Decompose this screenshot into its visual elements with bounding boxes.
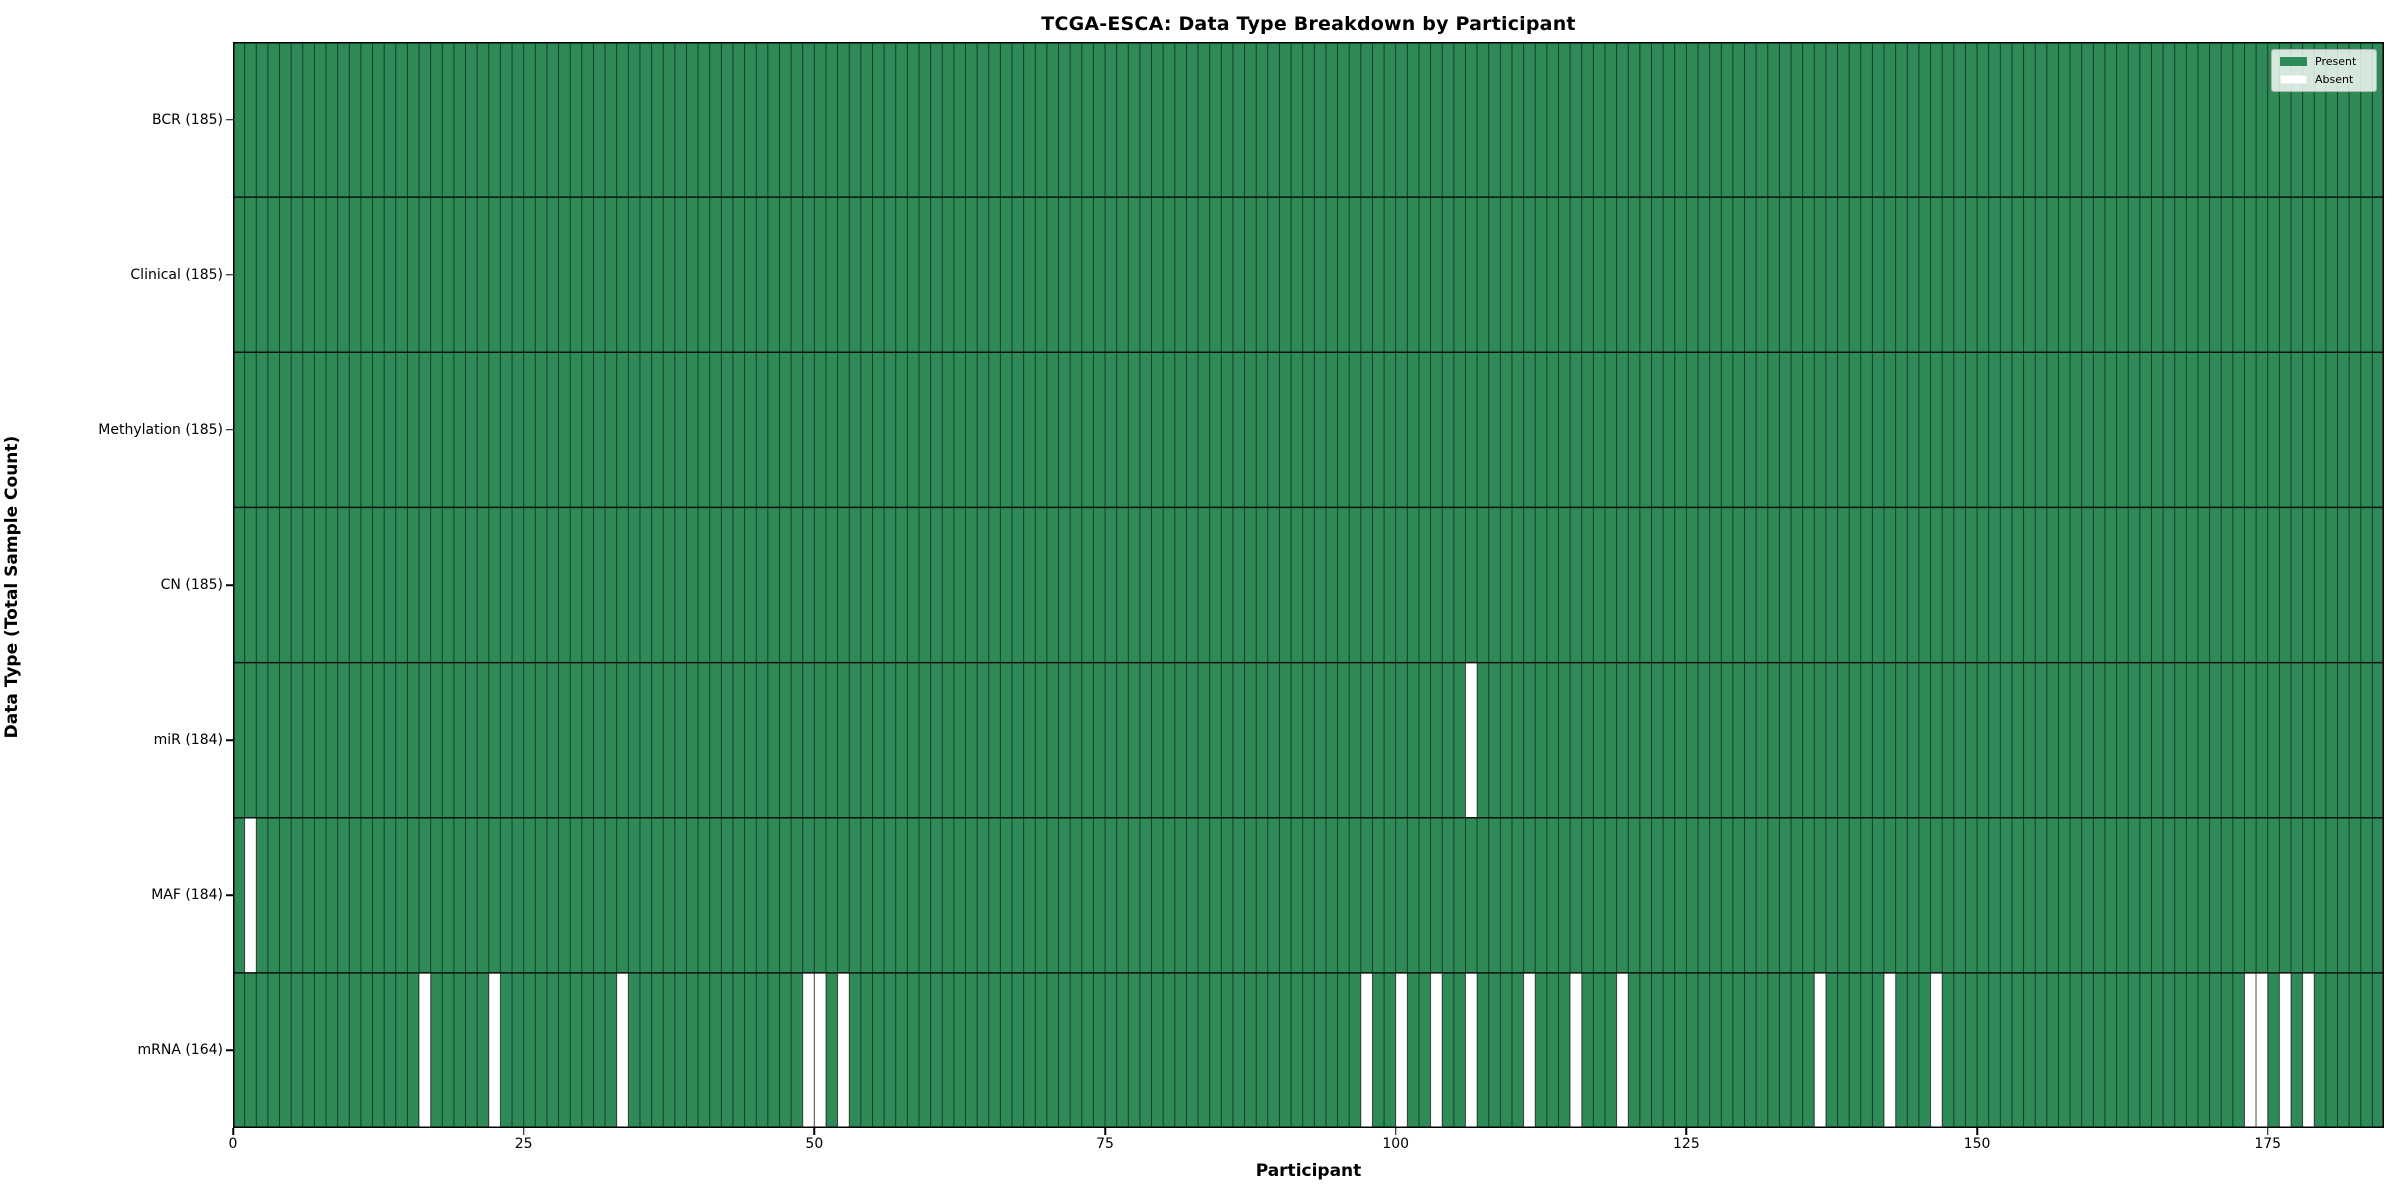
y-tick-label: Methylation (185) (98, 421, 223, 438)
legend-item-present: Present (2280, 56, 2368, 67)
y-tick-mark (226, 1049, 233, 1052)
y-axis-label: Data Type (Total Sample Count) (2, 435, 22, 739)
x-tick-label: 100 (1382, 1136, 1410, 1152)
legend-label-present: Present (2315, 55, 2357, 68)
y-tick-mark (226, 739, 233, 741)
x-tick-mark (1104, 1128, 1106, 1135)
x-axis-label: Participant (1255, 1161, 1362, 1181)
y-tick-label: MAF (184) (151, 887, 223, 904)
x-tick-label: 150 (1963, 1136, 1991, 1152)
y-tick-label: CN (185) (160, 577, 223, 593)
y-tick-label: BCR (185) (152, 111, 223, 128)
x-tick-label: 50 (805, 1136, 824, 1152)
y-tick-label: Clinical (185) (130, 266, 223, 283)
heatmap-plot (233, 42, 2384, 1128)
x-tick-label: 25 (514, 1136, 533, 1152)
x-tick-mark (1685, 1128, 1688, 1135)
x-tick-label: 0 (228, 1136, 238, 1152)
x-tick-mark (522, 1128, 525, 1135)
chart-title: TCGA-ESCA: Data Type Breakdown by Partic… (1041, 13, 1576, 35)
y-tick-label: mRNA (164) (137, 1042, 223, 1059)
x-tick-mark (1394, 1128, 1397, 1135)
y-tick-label: miR (184) (153, 732, 223, 749)
y-tick-mark (226, 584, 233, 586)
x-tick-mark (813, 1128, 816, 1135)
x-tick-label: 75 (1096, 1136, 1114, 1152)
present-swatch-icon (2280, 57, 2307, 66)
x-tick-mark (232, 1128, 234, 1135)
x-tick-label: 175 (2254, 1136, 2282, 1152)
legend-label-absent: Absent (2315, 73, 2354, 86)
x-tick-label: 125 (1673, 1136, 1700, 1152)
y-tick-mark (226, 894, 233, 897)
legend: Present Absent (2271, 49, 2377, 92)
x-tick-mark (2266, 1128, 2269, 1135)
y-tick-mark (226, 429, 233, 431)
y-tick-mark (226, 273, 233, 276)
x-tick-mark (1976, 1128, 1978, 1135)
y-tick-mark (226, 118, 233, 121)
absent-swatch-icon (2280, 75, 2307, 84)
legend-item-absent: Absent (2280, 74, 2368, 85)
